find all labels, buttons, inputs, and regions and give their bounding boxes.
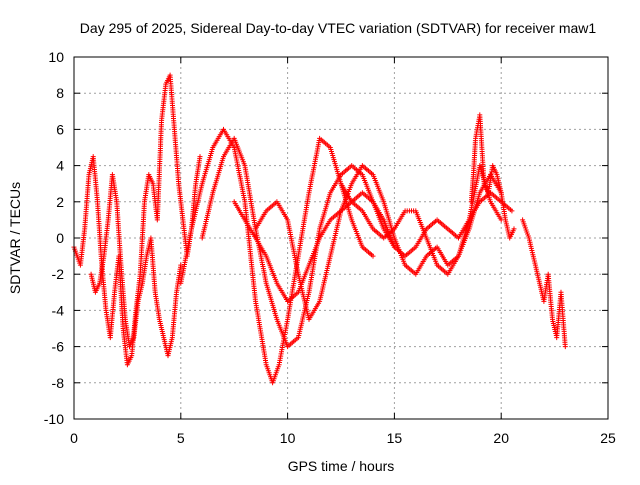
- data-points: [71, 72, 568, 386]
- x-tick-label: 5: [177, 430, 185, 446]
- y-tick-label: 8: [56, 85, 64, 101]
- y-tick-label: 0: [56, 230, 64, 246]
- axis-ticks: 0 5 10 15 20 25 -10 -8 -6 -4 -2 0 2 4 6 8 10: [44, 49, 616, 446]
- y-tick-label: 2: [56, 194, 64, 210]
- data-point-marker: [178, 262, 184, 268]
- y-tick-label: -4: [52, 302, 65, 318]
- chart-title: Day 295 of 2025, Sidereal Day-to-day VTE…: [80, 20, 597, 36]
- x-tick-label: 10: [280, 430, 296, 446]
- data-point-marker: [511, 226, 517, 232]
- y-tick-label: -2: [52, 266, 65, 282]
- data-point-marker: [498, 217, 504, 223]
- data-point-marker: [197, 154, 203, 160]
- x-tick-label: 20: [493, 430, 509, 446]
- y-tick-label: 10: [48, 49, 64, 65]
- x-tick-label: 0: [70, 430, 78, 446]
- y-axis-label: SDTVAR / TECUs: [7, 182, 23, 294]
- x-axis-label: GPS time / hours: [288, 458, 395, 474]
- data-point-marker: [509, 208, 515, 214]
- y-tick-label: 6: [56, 121, 64, 137]
- y-tick-label: -6: [52, 339, 65, 355]
- grid: [74, 57, 608, 419]
- y-tick-label: -8: [52, 375, 65, 391]
- data-point-marker: [370, 253, 376, 259]
- y-tick-label: 4: [56, 158, 64, 174]
- data-point-marker: [562, 344, 568, 350]
- x-tick-label: 15: [387, 430, 403, 446]
- y-tick-label: -10: [44, 411, 64, 427]
- x-tick-label: 25: [600, 430, 616, 446]
